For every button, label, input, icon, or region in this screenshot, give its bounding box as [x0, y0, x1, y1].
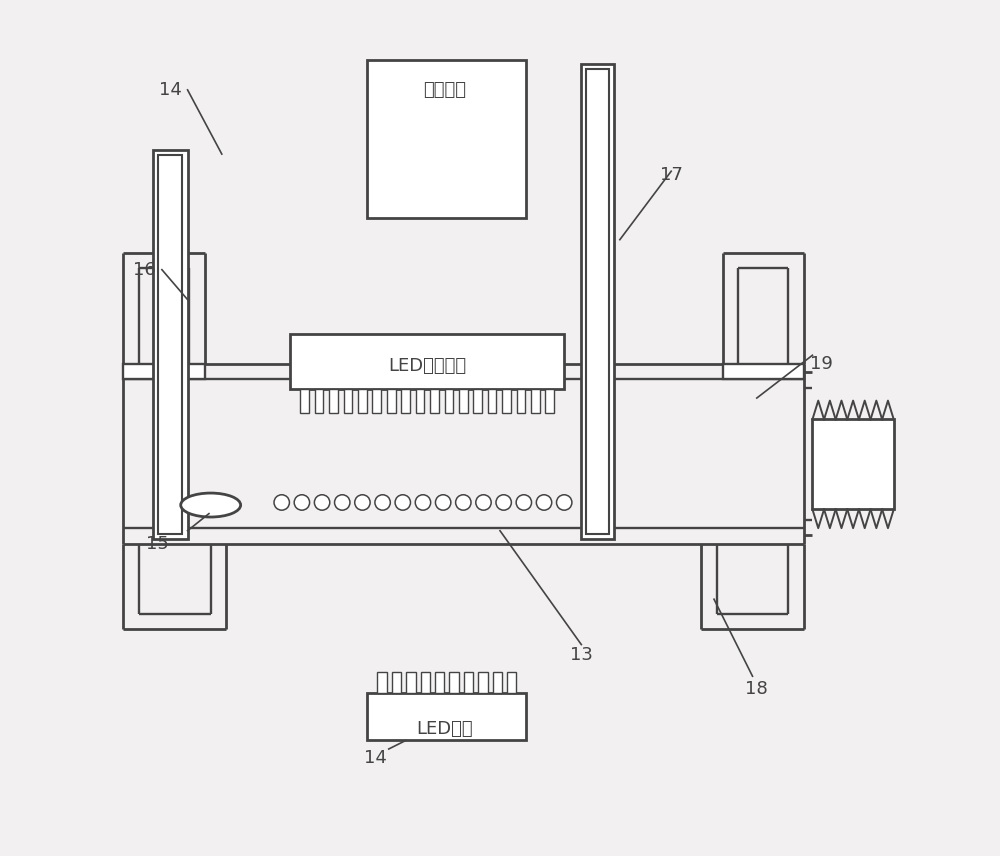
Bar [392, 672, 401, 693]
Circle shape [476, 495, 491, 510]
Circle shape [294, 495, 310, 510]
Bar [290, 334, 564, 389]
Bar [367, 60, 526, 218]
Circle shape [355, 495, 370, 510]
Circle shape [556, 495, 572, 510]
Bar [545, 389, 554, 413]
Bar [367, 693, 526, 740]
Bar [459, 389, 468, 413]
Circle shape [395, 495, 410, 510]
Circle shape [456, 495, 471, 510]
Text: 13: 13 [570, 645, 593, 664]
Bar [372, 389, 381, 413]
Bar [300, 389, 309, 413]
Bar [464, 672, 473, 693]
Circle shape [274, 495, 289, 510]
Bar [493, 672, 502, 693]
Bar [315, 389, 323, 413]
Text: 19: 19 [810, 354, 832, 373]
Bar [812, 419, 894, 509]
Bar [406, 672, 416, 693]
Ellipse shape [181, 493, 241, 517]
Circle shape [335, 495, 350, 510]
Text: LED光源: LED光源 [416, 720, 473, 739]
Bar [377, 672, 387, 693]
Bar [488, 389, 496, 413]
Bar [329, 389, 338, 413]
Bar [517, 389, 525, 413]
Bar [531, 389, 540, 413]
Text: 17: 17 [660, 166, 683, 185]
Bar [430, 389, 439, 413]
Circle shape [516, 495, 532, 510]
Circle shape [375, 495, 390, 510]
Bar [401, 389, 410, 413]
Bar [586, 69, 609, 534]
Text: 16: 16 [133, 260, 156, 279]
Bar [507, 672, 516, 693]
Bar [344, 389, 352, 413]
Text: LED环形光源: LED环形光源 [388, 357, 466, 376]
Bar [502, 389, 511, 413]
Text: 14: 14 [364, 748, 387, 767]
Circle shape [536, 495, 552, 510]
Bar [123, 364, 205, 379]
Bar [723, 364, 804, 379]
Text: 摄像机头: 摄像机头 [423, 80, 466, 99]
Circle shape [314, 495, 330, 510]
Bar [416, 389, 424, 413]
Bar [158, 155, 182, 534]
Bar [445, 389, 453, 413]
Bar [153, 150, 188, 539]
Circle shape [435, 495, 451, 510]
Bar [478, 672, 488, 693]
Bar [421, 672, 430, 693]
Text: 18: 18 [745, 680, 768, 698]
Bar [358, 389, 367, 413]
Circle shape [496, 495, 511, 510]
Bar [387, 389, 396, 413]
Circle shape [415, 495, 431, 510]
Bar [449, 672, 459, 693]
Bar [473, 389, 482, 413]
Text: 15: 15 [146, 534, 169, 553]
Bar [435, 672, 444, 693]
Bar [581, 64, 614, 539]
Text: 14: 14 [159, 80, 182, 99]
